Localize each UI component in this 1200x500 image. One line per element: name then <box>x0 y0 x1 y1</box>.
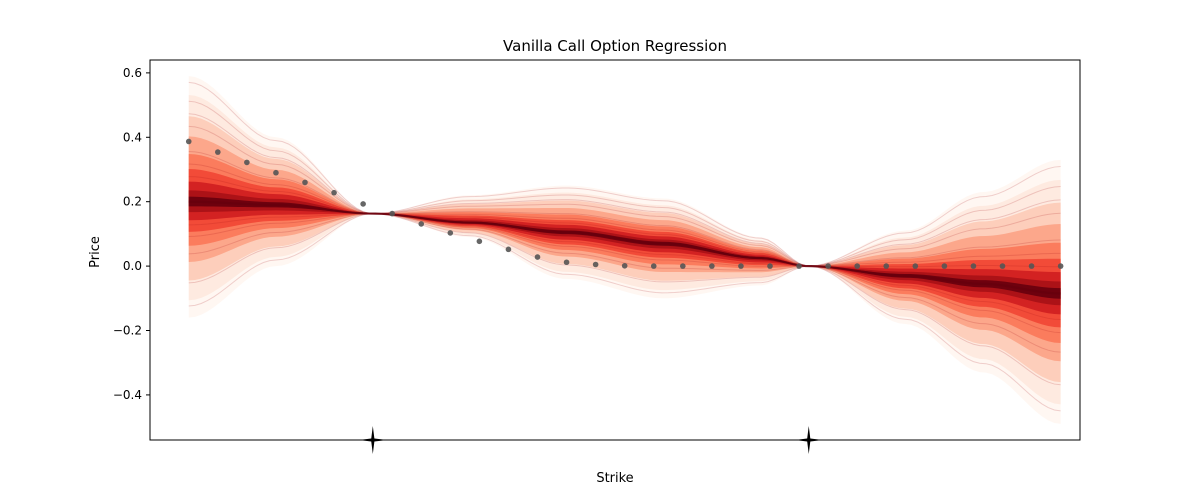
data-point-7 <box>360 201 366 207</box>
sample-path-8 <box>188 213 1061 386</box>
data-point-14 <box>563 259 570 266</box>
data-point-20 <box>738 263 744 269</box>
data-point-12 <box>505 246 512 253</box>
data-point-19 <box>709 263 715 269</box>
data-point-9 <box>418 221 425 227</box>
uncertainty-bands <box>188 76 1061 424</box>
data-point-31 <box>1057 263 1064 269</box>
y-tick-label-6: 0.6 <box>123 66 142 80</box>
y-tick-label-5: 0.4 <box>123 130 142 144</box>
data-point-25 <box>883 263 890 269</box>
sample-path-4 <box>188 150 1061 267</box>
data-point-6 <box>331 189 337 196</box>
y-axis-label: Price <box>88 236 103 268</box>
data-point-24 <box>854 263 860 269</box>
data-point-13 <box>534 254 541 260</box>
y-tick-label-4: 0.2 <box>123 195 142 209</box>
data-point-30 <box>1028 263 1035 269</box>
data-point-8 <box>389 210 395 217</box>
plot-frame <box>149 59 1081 441</box>
sample-path-12 <box>188 163 1061 267</box>
data-point-23 <box>825 263 831 269</box>
observed-points <box>185 138 1064 269</box>
y-tick-label-1: −0.4 <box>113 388 142 402</box>
uncertainty-band-7 <box>188 181 1061 315</box>
data-point-3 <box>244 159 250 166</box>
data-point-5 <box>302 179 308 186</box>
data-point-15 <box>592 261 599 268</box>
data-point-27 <box>941 263 948 269</box>
sample-path-7 <box>188 213 1061 353</box>
data-point-16 <box>621 262 628 269</box>
y-axis: −0.4 −0.2 0.0 0.2 0.4 0.6 <box>113 66 150 402</box>
data-point-2 <box>215 149 221 155</box>
data-point-22 <box>796 263 802 269</box>
chart-title: Vanilla Call Option Regression <box>503 37 727 55</box>
strike-marker-1 <box>358 426 387 454</box>
y-tick-label-2: −0.2 <box>113 324 142 338</box>
y-tick-label-3: 0.0 <box>123 259 142 273</box>
x-axis-label: Strike <box>596 471 633 486</box>
data-point-18 <box>680 263 686 269</box>
sample-path-11 <box>188 213 1061 334</box>
data-point-28 <box>970 263 977 269</box>
mean-curve <box>188 200 1061 295</box>
data-point-21 <box>767 263 773 269</box>
data-point-26 <box>912 263 919 269</box>
data-point-29 <box>999 263 1006 269</box>
sample-paths <box>188 81 1061 412</box>
observed-strike-markers <box>358 426 823 454</box>
sample-path-1 <box>188 81 1061 267</box>
uncertainty-band-8 <box>188 190 1061 306</box>
sample-path-6 <box>188 213 1061 321</box>
uncertainty-band-9 <box>188 196 1061 299</box>
sample-path-9 <box>188 213 1061 412</box>
mean-curve-layer <box>188 200 1061 295</box>
data-point-17 <box>650 263 657 269</box>
sample-path-3 <box>188 125 1061 267</box>
data-point-10 <box>447 230 454 236</box>
strike-marker-2 <box>794 426 823 454</box>
data-point-4 <box>273 169 279 176</box>
uncertainty-band-6 <box>188 169 1061 328</box>
data-point-1 <box>185 138 192 145</box>
data-point-11 <box>476 238 483 245</box>
